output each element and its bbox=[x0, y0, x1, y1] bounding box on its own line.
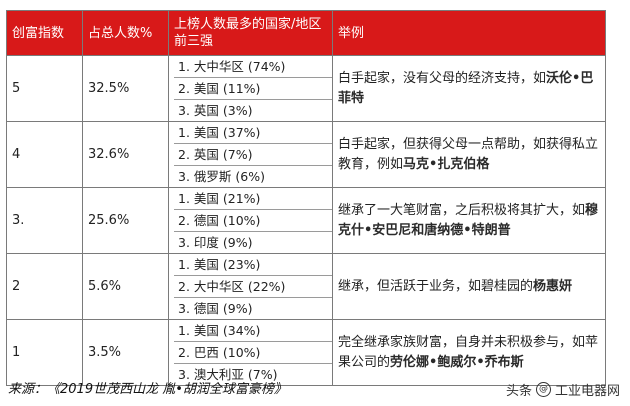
table-row: 4 32.6% 1. 美国 (37%) 2. 英国 (7%) 3. 俄罗斯 (6%) 白手… bbox=[6, 121, 606, 188]
example-text: 白手起家，但获得父母一点帮助，如获得私立教育，例如 bbox=[338, 136, 599, 172]
table-row: 2 5.6% 1. 美国 (23%) 2. 大中华区 (22%) 3. 德国 (9%) 继… bbox=[6, 253, 606, 320]
cell-index: 1 bbox=[6, 319, 83, 386]
country-entry: 2. 大中华区 (22%) bbox=[174, 276, 332, 298]
country-entry: 3. 德国 (9%) bbox=[178, 301, 253, 316]
cell-index: 4 bbox=[6, 121, 83, 188]
watermark-prefix: 头条 bbox=[505, 384, 532, 399]
country-entry: 2. 英国 (7%) bbox=[174, 144, 332, 166]
header-percent: 占总人数% bbox=[82, 10, 169, 56]
cell-index: 3. bbox=[6, 187, 83, 254]
at-icon: @ bbox=[535, 382, 551, 397]
example-person-name: 马克•扎克伯格 bbox=[403, 156, 490, 172]
cell-countries: 1. 美国 (37%) 2. 英国 (7%) 3. 俄罗斯 (6%) bbox=[168, 121, 333, 188]
country-entry: 3. 英国 (3%) bbox=[178, 103, 253, 118]
cell-percent: 32.5% bbox=[82, 55, 169, 122]
table-row: 5 32.5% 1. 大中华区 (74%) 2. 美国 (11%) 3. 英国 (3%)… bbox=[6, 55, 606, 122]
header-example: 举例 bbox=[332, 10, 606, 56]
country-entry: 3. 澳大利亚 (7%) bbox=[178, 367, 278, 382]
country-entry: 1. 美国 (23%) bbox=[174, 255, 332, 276]
example-person-name: 劳伦娜•鲍威尔•乔布斯 bbox=[390, 354, 524, 370]
table-row: 3. 25.6% 1. 美国 (21%) 2. 德国 (10%) 3. 印度 (9%) 继… bbox=[6, 187, 606, 254]
cell-countries: 1. 美国 (23%) 2. 大中华区 (22%) 3. 德国 (9%) bbox=[168, 253, 333, 320]
example-person-name: 穆克什•安巴尼和唐纳德•特朗普 bbox=[338, 202, 599, 238]
cell-countries: 1. 美国 (21%) 2. 德国 (10%) 3. 印度 (9%) bbox=[168, 187, 333, 254]
example-text: 继承，但活跃于业务，如碧桂园的 bbox=[338, 278, 534, 294]
country-entry: 2. 德国 (10%) bbox=[174, 210, 332, 232]
table-header-row: 创富指数 占总人数% 上榜人数最多的国家/地区前三强 举例 bbox=[6, 10, 606, 56]
header-index: 创富指数 bbox=[6, 10, 83, 56]
example-text: 继承了一大笔财富，之后积极将其扩大，如 bbox=[338, 202, 586, 218]
country-entry: 3. 印度 (9%) bbox=[178, 235, 253, 250]
cell-example: 继承了一大笔财富，之后积极将其扩大，如穆克什•安巴尼和唐纳德•特朗普 bbox=[332, 187, 606, 254]
cell-percent: 5.6% bbox=[82, 253, 169, 320]
example-text: 完全继承家族财富，自身并未积极参与，如苹果公司的 bbox=[338, 334, 599, 370]
country-entry: 1. 美国 (21%) bbox=[174, 189, 332, 210]
cell-percent: 3.5% bbox=[82, 319, 169, 386]
cell-percent: 32.6% bbox=[82, 121, 169, 188]
example-person-name: 杨惠妍 bbox=[533, 278, 573, 294]
country-entry: 2. 美国 (11%) bbox=[174, 78, 332, 100]
country-entry: 1. 美国 (34%) bbox=[174, 321, 332, 342]
cell-countries: 1. 美国 (34%) 2. 巴西 (10%) 3. 澳大利亚 (7%) bbox=[168, 319, 333, 386]
watermark: 头条 @ 工业电器网 bbox=[506, 380, 620, 399]
cell-example: 白手起家，没有父母的经济支持，如沃伦•巴菲特 bbox=[332, 55, 606, 122]
cell-example: 完全继承家族财富，自身并未积极参与，如苹果公司的劳伦娜•鲍威尔•乔布斯 bbox=[332, 319, 606, 386]
source-note: 来源：《2019世茂西山龙 胤•胡润全球富豪榜》 bbox=[8, 382, 287, 397]
cell-percent: 25.6% bbox=[82, 187, 169, 254]
cell-index: 5 bbox=[6, 55, 83, 122]
country-entry: 1. 大中华区 (74%) bbox=[174, 57, 332, 78]
cell-countries: 1. 大中华区 (74%) 2. 美国 (11%) 3. 英国 (3%) bbox=[168, 55, 333, 122]
example-person-name: 沃伦•巴菲特 bbox=[338, 70, 594, 106]
country-entry: 2. 巴西 (10%) bbox=[174, 342, 332, 364]
cell-index: 2 bbox=[6, 253, 83, 320]
watermark-handle: 工业电器网 bbox=[554, 384, 620, 399]
cell-example: 白手起家，但获得父母一点帮助，如获得私立教育，例如马克•扎克伯格 bbox=[332, 121, 606, 188]
cell-example: 继承，但活跃于业务，如碧桂园的杨惠妍 bbox=[332, 253, 606, 320]
example-text: 白手起家，没有父母的经济支持，如 bbox=[338, 70, 547, 86]
country-entry: 3. 俄罗斯 (6%) bbox=[178, 169, 265, 184]
wealth-table: 创富指数 占总人数% 上榜人数最多的国家/地区前三强 举例 5 32.5% 1. 大… bbox=[6, 10, 606, 386]
country-entry: 1. 美国 (37%) bbox=[174, 123, 332, 144]
table-row: 1 3.5% 1. 美国 (34%) 2. 巴西 (10%) 3. 澳大利亚 (7%) 完… bbox=[6, 319, 606, 386]
header-countries: 上榜人数最多的国家/地区前三强 bbox=[168, 10, 333, 56]
